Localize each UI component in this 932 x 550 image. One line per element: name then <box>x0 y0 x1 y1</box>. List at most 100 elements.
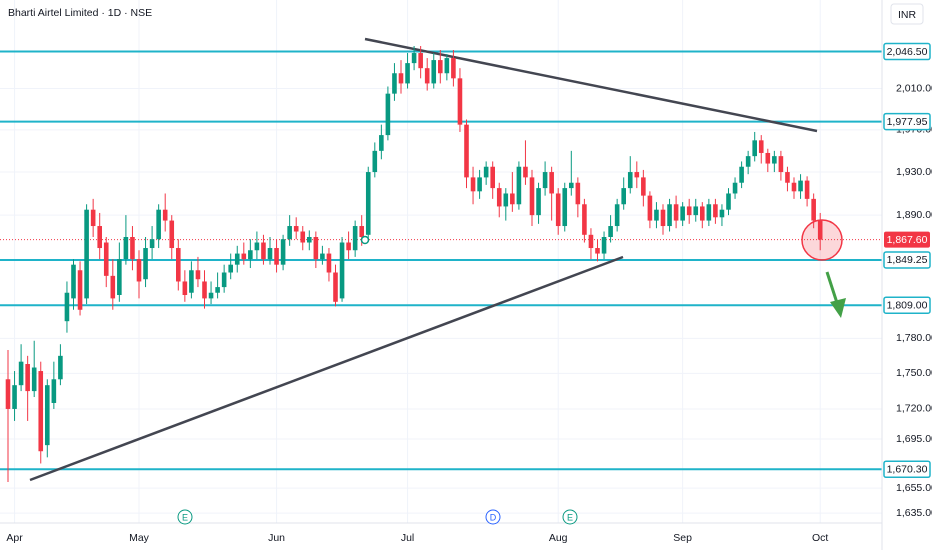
event-icon[interactable] <box>177 509 193 525</box>
candle-body <box>221 272 227 288</box>
candle-body <box>38 371 44 452</box>
y-tick-label: 1,930.00 <box>896 166 932 178</box>
candle-body <box>156 209 161 240</box>
candle-body <box>189 270 194 293</box>
y-tick-label: 1,635.00 <box>896 507 932 519</box>
candle-body <box>667 204 672 227</box>
candle-body <box>103 242 109 276</box>
last-price-label: 1,867.60 <box>887 234 928 246</box>
candle-body <box>451 58 456 79</box>
candle-body <box>772 156 777 164</box>
candle-body <box>320 253 325 260</box>
candle-body <box>228 264 233 273</box>
candle-layer <box>5 46 823 482</box>
candle-body <box>785 172 790 183</box>
candle-body <box>654 209 659 221</box>
candle-body <box>195 270 201 280</box>
arrow-shaft <box>825 271 840 307</box>
candle-body <box>267 248 273 260</box>
candle-body <box>778 156 784 173</box>
chart-title: Bharti Airtel Limited · 1D · NSE <box>8 7 152 19</box>
candle-body <box>739 166 744 183</box>
candle-body <box>254 242 260 251</box>
y-tick-label: 1,695.00 <box>896 433 932 445</box>
candle-body <box>791 182 797 192</box>
candle-body <box>339 242 345 299</box>
candle-body <box>523 166 528 178</box>
candle-body <box>641 177 646 196</box>
level-label: 1,670.30 <box>887 464 928 476</box>
candle-body <box>169 220 175 249</box>
candle-body <box>510 193 515 205</box>
candle-body <box>352 226 358 251</box>
level-label: 1,849.25 <box>887 254 928 266</box>
candle-body <box>601 237 607 254</box>
candle-body <box>346 242 351 251</box>
candle-body <box>208 292 214 299</box>
candle-body <box>398 73 404 84</box>
candle-body <box>673 204 679 221</box>
candle-body <box>503 193 509 207</box>
candle-body <box>713 204 718 218</box>
candle-body <box>418 53 423 69</box>
candle-body <box>123 237 129 260</box>
candle-body <box>490 166 495 189</box>
event-e1[interactable]: E <box>177 509 193 525</box>
candle-body <box>71 264 76 299</box>
candle-body <box>241 253 247 260</box>
event-d[interactable]: D <box>485 509 501 525</box>
candle-body <box>804 180 810 199</box>
candle-body <box>5 379 11 409</box>
highlight-circle <box>801 219 843 261</box>
candle-body <box>31 367 37 392</box>
event-label[interactable]: E <box>182 512 188 522</box>
level-label-box <box>883 296 931 314</box>
candle-body <box>575 182 581 205</box>
candle-body <box>405 63 410 84</box>
candle-body <box>280 239 286 265</box>
candle-body <box>811 198 816 221</box>
candle-body <box>359 226 364 238</box>
x-tick-label: Apr <box>6 532 23 544</box>
event-icon[interactable] <box>562 509 578 525</box>
candle-body <box>392 73 397 94</box>
candle-body <box>582 204 587 235</box>
currency[interactable]: INR <box>898 9 917 21</box>
candle-body <box>58 355 63 380</box>
candle-body <box>379 135 384 151</box>
candle-body <box>444 58 450 74</box>
candle-body <box>110 275 116 299</box>
candle-body <box>542 172 548 189</box>
candle-body <box>529 177 535 216</box>
candle-body <box>287 226 292 240</box>
candle-body <box>130 237 135 260</box>
x-tick-label: Jul <box>401 532 414 544</box>
event-label[interactable]: E <box>567 512 573 522</box>
level-label-box <box>883 460 931 478</box>
event-label[interactable]: D <box>490 512 497 522</box>
candle-body <box>483 166 489 178</box>
candle-body <box>176 248 181 282</box>
support-trendline <box>29 255 624 482</box>
x-tick-label: May <box>129 532 150 544</box>
candle-body <box>274 248 279 265</box>
grid-layer <box>0 0 882 523</box>
candle-body <box>64 292 70 322</box>
candle-body <box>595 248 600 254</box>
event-e2[interactable]: E <box>562 509 578 525</box>
dividend-marker <box>360 235 370 245</box>
candle-body <box>686 206 692 216</box>
level-label-box <box>883 251 931 269</box>
y-tick-label: 1,750.00 <box>896 367 932 379</box>
candle-body <box>516 166 522 205</box>
event-icon[interactable] <box>485 509 501 525</box>
candle-body <box>215 287 220 293</box>
level-label-box <box>883 42 931 61</box>
currency-box[interactable] <box>890 3 924 25</box>
candle-body <box>627 172 633 189</box>
candle-body <box>313 237 319 260</box>
candle-body <box>700 206 705 221</box>
candle-body <box>621 188 626 205</box>
candle-body <box>549 172 554 194</box>
